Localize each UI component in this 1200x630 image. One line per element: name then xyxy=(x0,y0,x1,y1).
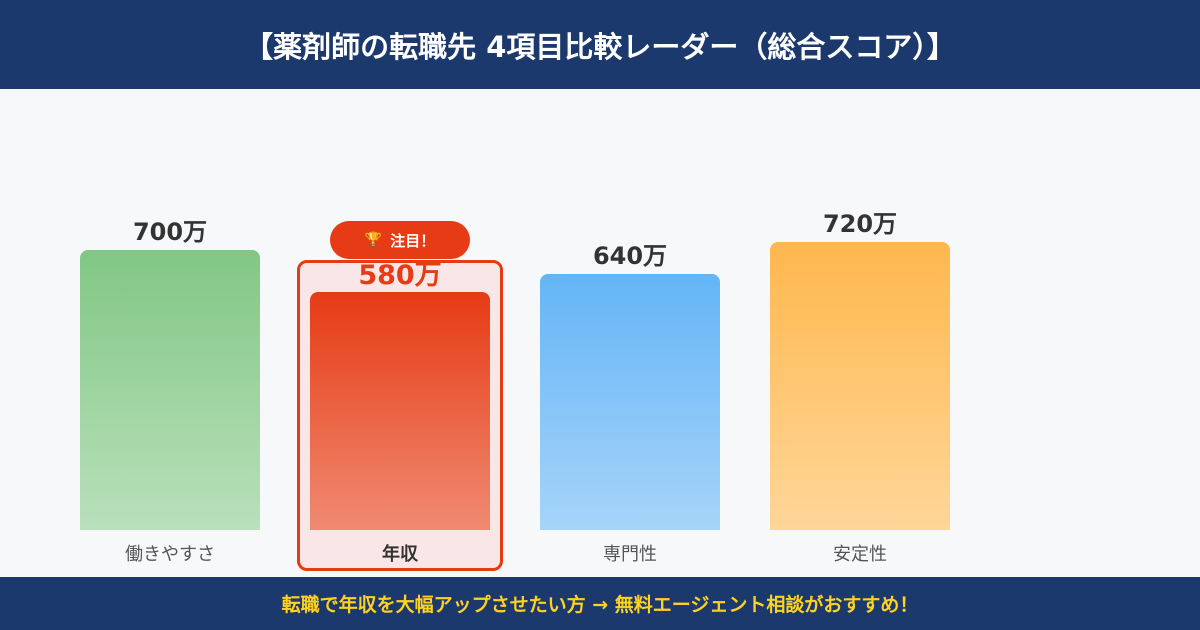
value-label: 700万 xyxy=(132,218,208,246)
category-label: 働きやすさ xyxy=(125,544,215,565)
value-label: 720万 xyxy=(822,210,898,238)
bar-1 xyxy=(310,292,490,530)
value-label: 640万 xyxy=(592,242,668,270)
value-label: 580万 xyxy=(358,260,442,291)
bar-0 xyxy=(80,250,260,530)
footer-banner: 転職で年収を大幅アップさせたい方 → 無料エージェント相談がおすすめ！ xyxy=(0,577,1200,630)
bar-2 xyxy=(540,274,720,530)
attention-badge: 🏆 注目！ xyxy=(330,221,470,259)
trophy-icon: 🏆 xyxy=(364,232,383,248)
bar-chart: 🏆 注目！ 700万働きやすさ 580万年収 640万専門性 720万安定性 xyxy=(0,89,1200,577)
page-title: 【薬剤師の転職先 4項目比較レーダー（総合スコア）】 xyxy=(244,29,956,64)
category-label: 専門性 xyxy=(603,544,657,565)
category-label: 安定性 xyxy=(833,544,887,565)
call-to-action-text: 転職で年収を大幅アップさせたい方 → 無料エージェント相談がおすすめ！ xyxy=(281,594,919,616)
bar-3 xyxy=(770,242,950,530)
header-banner: 【薬剤師の転職先 4項目比較レーダー（総合スコア）】 xyxy=(0,0,1200,89)
badge-label: 注目！ xyxy=(390,231,436,250)
category-label: 年収 xyxy=(382,544,418,565)
